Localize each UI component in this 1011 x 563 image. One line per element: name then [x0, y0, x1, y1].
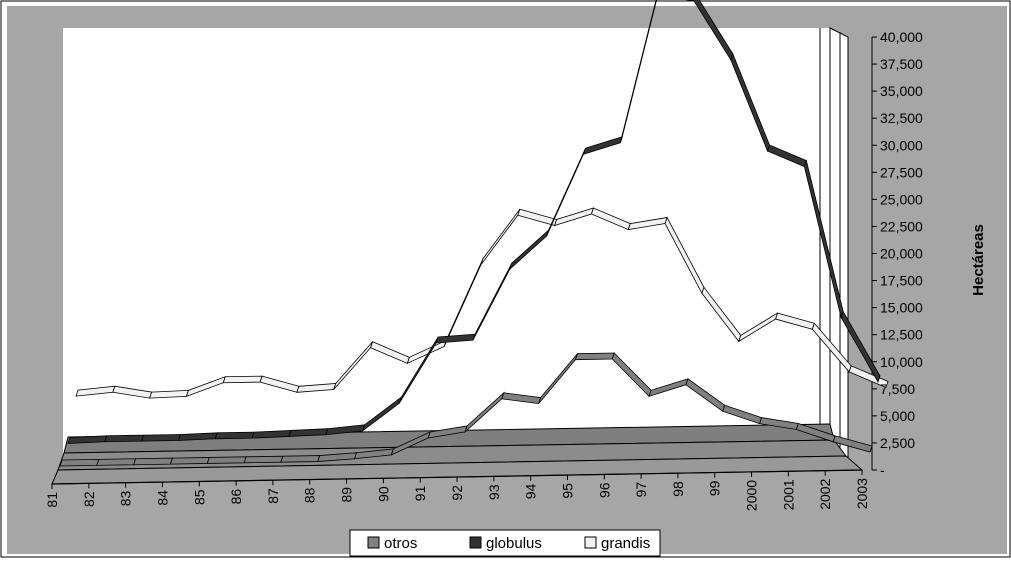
legend-label-grandis: grandis	[601, 535, 650, 552]
y-tick-label: 37,500	[880, 56, 923, 72]
x-tick-label: 82	[81, 491, 97, 507]
y-tick-label: 22,500	[880, 218, 923, 234]
x-tick-label: 2003	[854, 478, 870, 509]
y-tick-label: 35,000	[880, 83, 923, 99]
series-segment-otros	[281, 456, 320, 463]
series-segment-grandis	[223, 376, 262, 383]
x-tick-label: 94	[523, 484, 539, 500]
series-segment-grandis	[150, 390, 189, 398]
series-segment-globulus	[105, 435, 144, 442]
x-tick-label: 91	[412, 485, 428, 501]
series-segment-globulus	[142, 435, 181, 442]
y-tick-label: 7,500	[880, 381, 915, 397]
x-tick-label: 99	[707, 480, 723, 496]
series-segment-otros	[97, 459, 136, 466]
y-tick-label: 2,500	[880, 435, 915, 451]
x-tick-label: 88	[302, 487, 318, 503]
series-segment-otros	[170, 457, 209, 464]
x-tick-label: 98	[670, 481, 686, 497]
series-segment-globulus	[68, 436, 107, 444]
back-wall	[63, 28, 848, 466]
x-tick-label: 84	[154, 490, 170, 506]
x-tick-label: 96	[596, 482, 612, 498]
legend-swatch-otros	[368, 537, 379, 548]
series-segment-globulus	[215, 432, 254, 439]
y-tick-label: 15,000	[880, 300, 923, 316]
x-tick-label: 93	[486, 484, 502, 500]
x-tick-label: 87	[265, 488, 281, 504]
x-tick-label: 2002	[817, 478, 833, 509]
side-wall	[830, 28, 848, 466]
legend-label-globulus: globulus	[486, 535, 542, 552]
x-tick-label: 83	[118, 491, 134, 507]
x-tick-label: 2001	[780, 479, 796, 510]
series-segment-globulus	[252, 430, 291, 438]
x-tick-label: 86	[228, 489, 244, 505]
y-axis-title: Hectáreas	[970, 224, 987, 296]
series-segment-otros	[60, 459, 99, 466]
y-tick-label: 10,000	[880, 354, 923, 370]
series-segment-globulus	[289, 429, 328, 437]
y-tick-label: -	[880, 462, 885, 478]
y-tick-label: 12,500	[880, 327, 923, 343]
x-tick-label: 90	[375, 486, 391, 502]
series-segment-otros	[134, 458, 173, 465]
y-tick-label: 25,000	[880, 191, 923, 207]
legend-swatch-grandis	[585, 537, 596, 548]
series-segment-otros	[207, 457, 246, 464]
x-tick-label: 95	[559, 483, 575, 499]
legend-label-otros: otros	[384, 535, 417, 552]
x-tick-label: 89	[339, 487, 355, 503]
x-tick-label: 85	[191, 489, 207, 505]
legend: otros globulus grandis	[350, 530, 660, 556]
series-segment-otros	[575, 353, 614, 360]
legend-swatch-globulus	[470, 537, 481, 548]
x-tick-label: 97	[633, 482, 649, 498]
x-tick-label: 2000	[744, 480, 760, 511]
y-tick-label: 30,000	[880, 137, 923, 153]
y-tick-label: 17,500	[880, 273, 923, 289]
y-tick-label: 20,000	[880, 246, 923, 262]
x-tick-label: 81	[44, 492, 60, 508]
x-tick-label: 92	[449, 485, 465, 501]
y-tick-label: 40,000	[880, 29, 923, 45]
series-segment-globulus	[178, 433, 217, 441]
y-tick-label: 5,000	[880, 408, 915, 424]
series-segment-otros	[244, 456, 283, 463]
y-tick-label: 27,500	[880, 164, 923, 180]
y-tick-label: 32,500	[880, 110, 923, 126]
